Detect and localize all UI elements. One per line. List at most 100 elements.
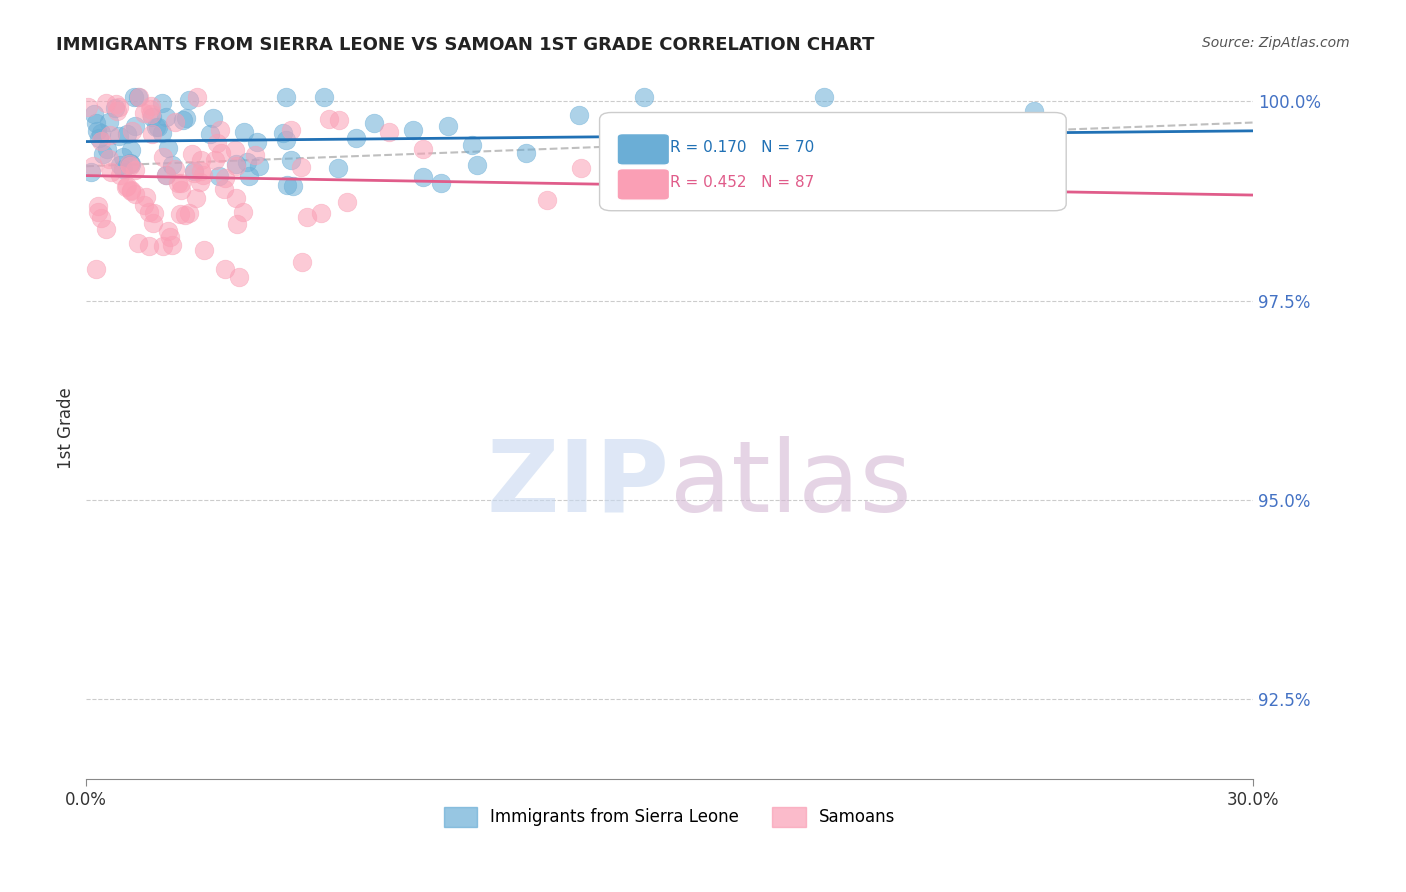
Point <box>186 90 208 104</box>
Point <box>155 111 177 125</box>
Point <box>225 191 247 205</box>
Point <box>141 110 163 124</box>
Point <box>120 184 142 198</box>
Point <box>243 148 266 162</box>
Point <box>214 262 236 277</box>
Point <box>465 158 488 172</box>
Point <box>97 115 120 129</box>
Point <box>127 236 149 251</box>
Point <box>183 166 205 180</box>
Point <box>174 208 197 222</box>
Point <box>190 164 212 178</box>
Point <box>142 216 165 230</box>
Point <box>228 269 250 284</box>
Point <box>274 90 297 104</box>
Point <box>90 211 112 225</box>
Point <box>120 143 142 157</box>
Point <box>141 127 163 141</box>
Point <box>128 90 150 104</box>
Point <box>689 122 711 136</box>
Legend: Immigrants from Sierra Leone, Samoans: Immigrants from Sierra Leone, Samoans <box>437 800 903 834</box>
Point <box>82 159 104 173</box>
Point <box>118 159 141 173</box>
Point <box>209 145 232 160</box>
Point <box>725 151 748 165</box>
Point <box>412 143 434 157</box>
Point <box>276 178 298 192</box>
Point <box>177 94 200 108</box>
Point <box>98 128 121 142</box>
Point <box>94 95 117 110</box>
Point <box>569 161 592 175</box>
Point <box>91 147 114 161</box>
Point <box>274 133 297 147</box>
Point <box>309 205 332 219</box>
Point <box>193 243 215 257</box>
Point <box>120 156 142 170</box>
Point <box>429 176 451 190</box>
Point <box>204 153 226 167</box>
Point <box>167 176 190 190</box>
Point <box>515 146 537 161</box>
Point <box>86 261 108 276</box>
Point <box>139 102 162 116</box>
Point <box>96 142 118 156</box>
Point <box>291 255 314 269</box>
Text: atlas: atlas <box>669 436 911 533</box>
Point <box>152 150 174 164</box>
Point <box>132 106 155 120</box>
Point <box>191 169 214 183</box>
Point <box>412 170 434 185</box>
Point <box>225 157 247 171</box>
Point <box>225 160 247 174</box>
Point <box>115 128 138 142</box>
Point <box>180 147 202 161</box>
Point <box>163 161 186 176</box>
Point <box>190 153 212 167</box>
Point <box>105 97 128 112</box>
Point <box>114 179 136 194</box>
Point <box>312 90 335 104</box>
Point <box>172 113 194 128</box>
Point <box>134 190 156 204</box>
Point <box>124 186 146 201</box>
Point <box>238 169 260 183</box>
Point <box>174 112 197 126</box>
Point <box>124 119 146 133</box>
Point <box>813 90 835 104</box>
Point <box>108 128 131 143</box>
Point <box>236 155 259 169</box>
Point <box>159 230 181 244</box>
Point <box>318 112 340 126</box>
Point <box>160 238 183 252</box>
Point <box>363 116 385 130</box>
Text: IMMIGRANTS FROM SIERRA LEONE VS SAMOAN 1ST GRADE CORRELATION CHART: IMMIGRANTS FROM SIERRA LEONE VS SAMOAN 1… <box>56 36 875 54</box>
Point <box>156 224 179 238</box>
Point <box>80 164 103 178</box>
Point <box>86 116 108 130</box>
Point <box>108 100 131 114</box>
Point <box>96 222 118 236</box>
Point <box>90 134 112 148</box>
Point <box>112 162 135 177</box>
Point <box>280 153 302 167</box>
Point <box>86 124 108 138</box>
Point <box>190 175 212 189</box>
Point <box>246 136 269 150</box>
Point <box>461 138 484 153</box>
Point <box>839 132 862 146</box>
Point <box>108 168 131 182</box>
Point <box>152 239 174 253</box>
Point <box>145 120 167 134</box>
Point <box>280 123 302 137</box>
Point <box>336 194 359 209</box>
Text: Source: ZipAtlas.com: Source: ZipAtlas.com <box>1202 36 1350 50</box>
Point <box>271 126 294 140</box>
Point <box>134 198 156 212</box>
Point <box>163 115 186 129</box>
FancyBboxPatch shape <box>617 134 669 165</box>
Point <box>77 100 100 114</box>
Point <box>183 164 205 178</box>
Point <box>283 179 305 194</box>
Point <box>86 205 108 219</box>
